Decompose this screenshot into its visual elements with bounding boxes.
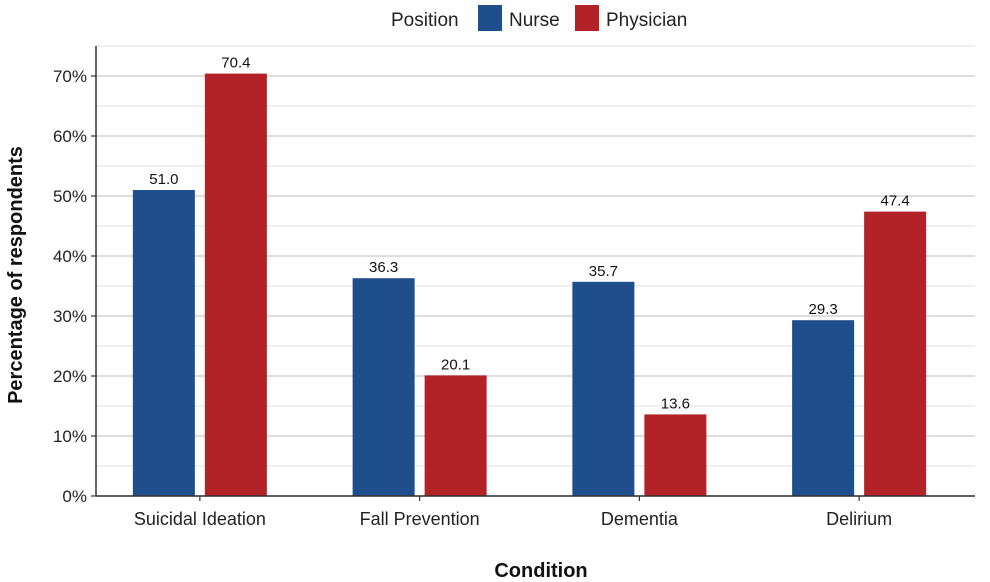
x-tick-label: Delirium <box>826 509 892 529</box>
legend-swatch-physician <box>575 5 599 31</box>
legend-title: Position <box>391 10 459 31</box>
y-tick-label: 10% <box>53 427 87 446</box>
y-tick-label: 0% <box>62 487 87 506</box>
bar-value-label: 51.0 <box>149 171 178 188</box>
bar-physician-suicidal-ideation <box>204 73 267 496</box>
legend-label-nurse: Nurse <box>509 10 560 31</box>
bar-value-label: 47.4 <box>881 193 910 210</box>
x-tick-label: Fall Prevention <box>360 509 480 529</box>
bar-value-label: 35.7 <box>589 263 618 280</box>
bars <box>132 73 927 496</box>
bar-physician-dementia <box>644 414 707 496</box>
bar-nurse-fall-prevention <box>352 278 415 496</box>
y-tick-label: 60% <box>53 127 87 146</box>
bar-physician-fall-prevention <box>424 375 487 496</box>
bar-value-label: 36.3 <box>369 259 398 276</box>
x-axis-ticks: Suicidal Ideation Fall Prevention Dementia… <box>134 496 892 529</box>
bar-nurse-suicidal-ideation <box>132 190 195 496</box>
y-tick-label: 20% <box>53 367 87 386</box>
bar-value-label: 20.1 <box>441 356 470 373</box>
bar-physician-delirium <box>864 211 927 496</box>
x-tick-label: Suicidal Ideation <box>134 509 266 529</box>
x-axis-title: Condition <box>494 560 587 582</box>
y-tick-label: 70% <box>53 67 87 86</box>
x-tick-label: Dementia <box>601 509 679 529</box>
legend-label-physician: Physician <box>606 10 687 31</box>
y-axis-title: Percentage of respondents <box>5 146 27 404</box>
bar-value-label: 29.3 <box>809 301 838 318</box>
bar-nurse-delirium <box>792 320 855 496</box>
y-axis-ticks: 0% 10% 20% 30% 40% 50% 60% 70% <box>53 67 96 506</box>
y-tick-label: 40% <box>53 247 87 266</box>
bar-value-label: 13.6 <box>661 395 690 412</box>
y-tick-label: 50% <box>53 187 87 206</box>
y-tick-label: 30% <box>53 307 87 326</box>
bar-nurse-dementia <box>572 281 635 496</box>
bar-value-labels: 51.0 70.4 36.3 20.1 35.7 13.6 29.3 47.4 <box>149 55 909 413</box>
legend-swatch-nurse <box>478 5 502 31</box>
legend: Position Nurse Physician <box>391 5 687 31</box>
bar-value-label: 70.4 <box>221 55 250 72</box>
